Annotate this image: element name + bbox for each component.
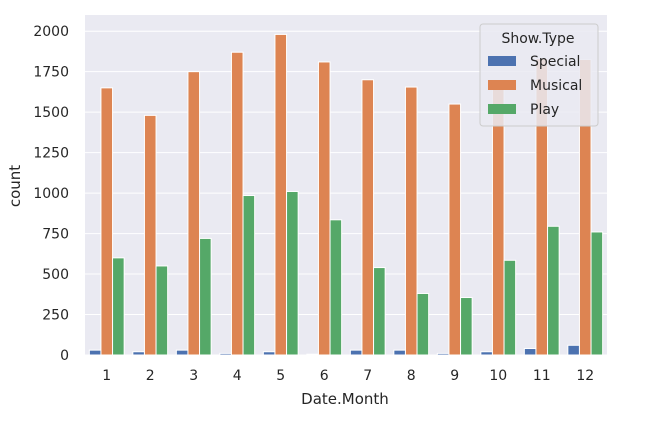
y-axis: 0 250 500 750 1000 1250 1500 1750 2000 — [33, 24, 69, 364]
x-axis: 1 2 3 4 5 6 7 8 9 10 11 12 — [102, 368, 594, 384]
y-axis-label: count — [6, 165, 24, 207]
bars — [88, 33, 604, 356]
x-tick-label: 8 — [407, 368, 416, 384]
y-tick-label: 2000 — [33, 24, 69, 40]
bar-play-3 — [199, 237, 212, 356]
bar-special-3 — [175, 349, 189, 356]
bar-special-2 — [132, 351, 145, 356]
bar-special-9 — [436, 352, 450, 356]
bar-musical-9 — [448, 103, 462, 356]
legend-swatch-musical — [488, 80, 516, 90]
y-tick-label: 0 — [60, 348, 69, 364]
bar-musical-10 — [491, 88, 505, 356]
legend-label-special: Special — [530, 54, 580, 70]
bar-play-9 — [460, 297, 473, 356]
y-tick-label: 500 — [42, 267, 69, 283]
y-tick-label: 1250 — [33, 146, 69, 162]
bar-play-8 — [416, 292, 430, 356]
bar-special-11 — [523, 348, 537, 356]
x-tick-label: 11 — [533, 368, 551, 384]
y-tick-label: 1750 — [33, 65, 69, 81]
bar-play-6 — [329, 219, 343, 356]
bar-special-8 — [393, 349, 406, 356]
bar-special-10 — [480, 351, 493, 356]
bar-play-2 — [155, 265, 169, 356]
bar-special-7 — [349, 349, 363, 356]
bar-special-12 — [567, 344, 580, 356]
legend-items: Special Musical Play — [488, 54, 582, 118]
legend-swatch-play — [488, 104, 516, 114]
legend-box — [479, 23, 599, 127]
bar-musical-2 — [143, 114, 157, 356]
y-tick-label: 250 — [42, 308, 69, 324]
legend-title: Show.Type — [501, 31, 574, 47]
bar-special-6 — [306, 353, 319, 356]
bar-special-5 — [262, 351, 276, 356]
y-tick-label: 1000 — [33, 186, 69, 202]
x-tick-label: 1 — [102, 368, 111, 384]
legend-label-play: Play — [530, 102, 559, 118]
bar-play-10 — [503, 259, 517, 356]
x-tick-label: 3 — [189, 368, 198, 384]
bar-musical-8 — [404, 86, 418, 356]
x-tick-label: 5 — [276, 368, 285, 384]
bar-musical-4 — [230, 51, 244, 356]
x-tick-label: 10 — [489, 368, 507, 384]
x-tick-label: 12 — [576, 368, 594, 384]
x-tick-label: 7 — [363, 368, 372, 384]
bar-play-4 — [242, 195, 256, 356]
y-tick-label: 1500 — [33, 105, 69, 121]
y-tick-label: 750 — [42, 227, 69, 243]
bar-musical-3 — [187, 71, 201, 356]
x-axis-label: Date.Month — [301, 390, 389, 408]
bar-musical-5 — [274, 33, 288, 356]
bar-play-12 — [590, 231, 604, 356]
bar-musical-1 — [100, 87, 114, 356]
bar-play-5 — [286, 190, 299, 356]
bar-play-11 — [547, 225, 560, 356]
legend-swatch-special — [488, 56, 516, 66]
x-tick-label: 6 — [320, 368, 329, 384]
bar-special-1 — [88, 349, 102, 356]
legend: Show.Type Special Musical Play — [479, 23, 599, 127]
legend-label-musical: Musical — [530, 78, 582, 94]
bar-special-4 — [219, 352, 232, 356]
bar-musical-6 — [317, 61, 331, 356]
x-tick-label: 2 — [146, 368, 155, 384]
bar-musical-7 — [361, 79, 375, 356]
bar-play-7 — [373, 267, 386, 356]
bar-play-1 — [112, 257, 125, 356]
x-tick-label: 9 — [450, 368, 459, 384]
x-tick-label: 4 — [233, 368, 242, 384]
